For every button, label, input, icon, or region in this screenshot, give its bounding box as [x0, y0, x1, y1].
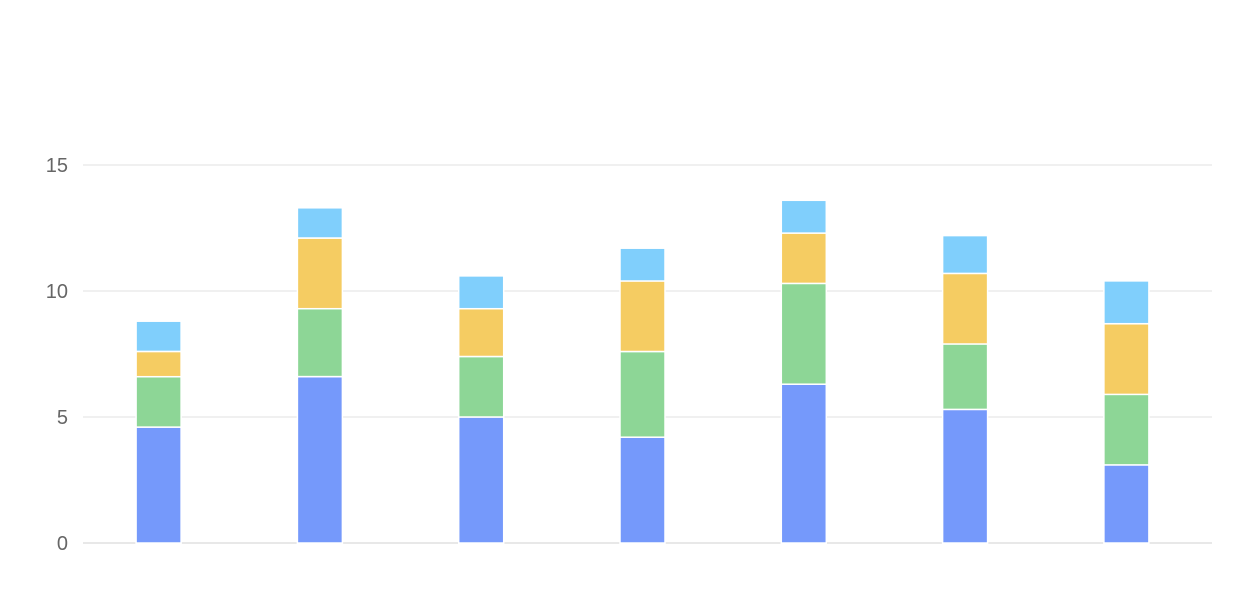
bar-segment[interactable] [780, 199, 828, 234]
bar-segment[interactable] [941, 234, 989, 275]
bar-segment[interactable] [135, 375, 182, 428]
bar-segment[interactable] [780, 232, 828, 285]
bar-segment[interactable] [296, 307, 344, 378]
y-axis-tick-labels: 0 5 10 15 [46, 155, 68, 555]
bar-segment[interactable] [457, 307, 505, 358]
bar-segment[interactable] [135, 426, 182, 544]
bar-segment[interactable] [780, 383, 828, 544]
bar-segment[interactable] [1103, 323, 1150, 396]
bar-segment[interactable] [457, 275, 505, 310]
y-tick-label: 0 [57, 533, 68, 555]
y-tick-label: 15 [46, 155, 68, 177]
bar-segment[interactable] [135, 350, 182, 378]
y-tick-label: 10 [46, 281, 68, 303]
bar-segment[interactable] [1103, 393, 1150, 466]
bar-segment[interactable] [941, 408, 989, 544]
bar-segment[interactable] [780, 282, 828, 385]
bar-segment[interactable] [1103, 280, 1150, 325]
bar-segment[interactable] [296, 375, 344, 544]
bar-segment[interactable] [619, 247, 666, 282]
bar-segment[interactable] [296, 237, 344, 310]
bar-segment[interactable] [457, 416, 505, 544]
bar-segment[interactable] [1103, 464, 1150, 544]
bar-segment[interactable] [296, 207, 344, 239]
bar-segment[interactable] [941, 272, 989, 345]
bar-segment[interactable] [135, 320, 182, 353]
bar-segment[interactable] [619, 436, 666, 544]
y-tick-label: 5 [57, 407, 68, 429]
bar-segment[interactable] [619, 280, 666, 353]
bar-segment[interactable] [941, 343, 989, 411]
bar-segment[interactable] [457, 355, 505, 418]
bar-stacks [135, 199, 1150, 544]
bar-segment[interactable] [619, 350, 666, 438]
